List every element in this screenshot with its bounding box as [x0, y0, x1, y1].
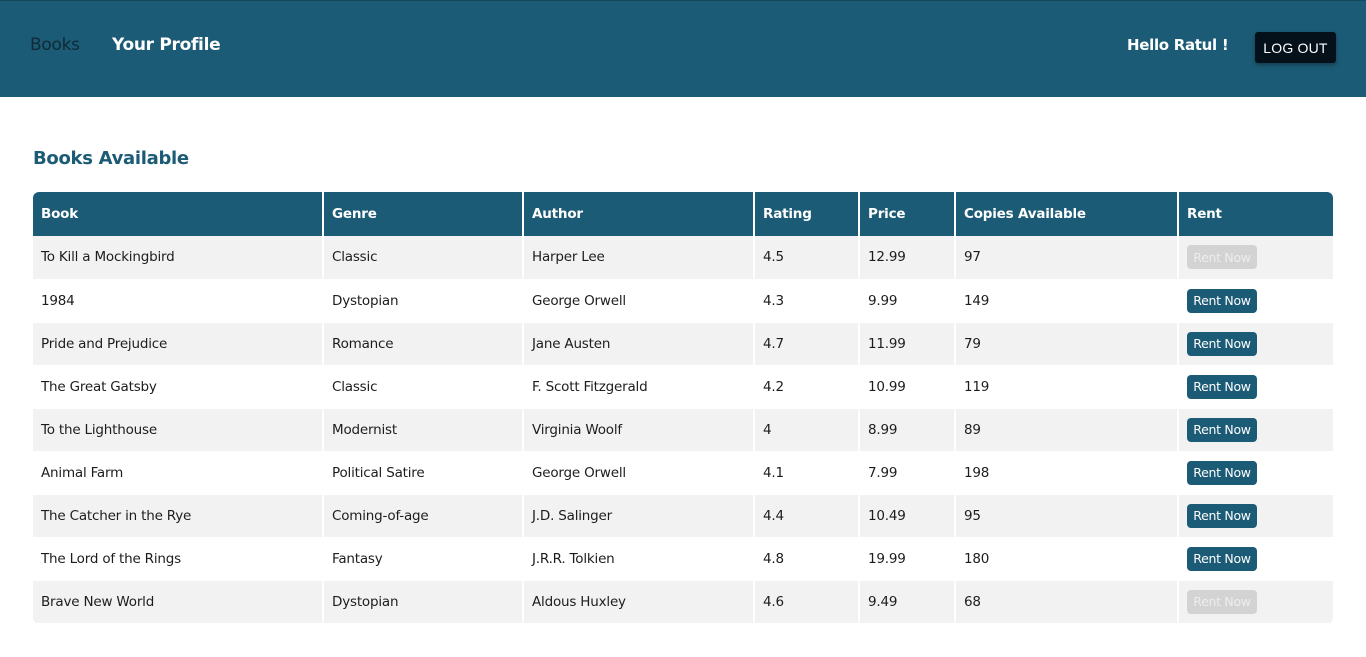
author-cell: F. Scott Fitzgerald: [523, 365, 755, 408]
rating-cell: 4.2: [754, 365, 860, 408]
rent-cell: Rent Now: [1178, 537, 1333, 580]
rent-now-button[interactable]: Rent Now: [1187, 288, 1257, 313]
rating-cell: 4.6: [754, 580, 860, 623]
copies-cell: 119: [955, 365, 1179, 408]
rent-now-button[interactable]: Rent Now: [1187, 503, 1257, 528]
nav-profile-link[interactable]: Your Profile: [112, 35, 221, 55]
column-header: Book: [33, 192, 324, 236]
rent-now-button: Rent Now: [1187, 589, 1257, 614]
table-row: The Lord of the Rings Fantasy J.R.R. Tolki…: [33, 537, 1333, 580]
rent-now-button[interactable]: Rent Now: [1187, 331, 1257, 356]
book-title-cell: 1984: [33, 279, 324, 322]
books-table: Book Genre Author Rating Price Copies Availab…: [33, 192, 1333, 624]
author-cell: Virginia Woolf: [523, 408, 755, 451]
column-header: Price: [859, 192, 956, 236]
table-row: Brave New World Dystopian Aldous Huxley 4.6…: [33, 580, 1333, 623]
price-cell: 11.99: [859, 322, 956, 365]
author-cell: George Orwell: [523, 279, 755, 322]
genre-cell: Romance: [323, 322, 524, 365]
price-cell: 7.99: [859, 451, 956, 494]
book-title-cell: The Lord of the Rings: [33, 537, 324, 580]
rent-cell: Rent Now: [1178, 279, 1333, 322]
author-cell: George Orwell: [523, 451, 755, 494]
rating-cell: 4: [754, 408, 860, 451]
author-cell: J.R.R. Tolkien: [523, 537, 755, 580]
table-body: To Kill a Mockingbird Classic Harper Lee 4.…: [33, 236, 1333, 623]
column-header: Copies Available: [955, 192, 1179, 236]
copies-cell: 149: [955, 279, 1179, 322]
rent-cell: Rent Now: [1178, 494, 1333, 537]
logout-button[interactable]: LOG OUT: [1255, 32, 1336, 63]
price-cell: 9.99: [859, 279, 956, 322]
genre-cell: Modernist: [323, 408, 524, 451]
user-greeting: Hello Ratul !: [1127, 36, 1229, 54]
author-cell: Harper Lee: [523, 236, 755, 279]
copies-cell: 97: [955, 236, 1179, 279]
book-title-cell: The Great Gatsby: [33, 365, 324, 408]
genre-cell: Classic: [323, 236, 524, 279]
rent-cell: Rent Now: [1178, 322, 1333, 365]
rent-now-button[interactable]: Rent Now: [1187, 374, 1257, 399]
book-title-cell: The Catcher in the Rye: [33, 494, 324, 537]
books-table-container: Book Genre Author Rating Price Copies Availab…: [33, 192, 1333, 624]
book-title-cell: To the Lighthouse: [33, 408, 324, 451]
rent-now-button[interactable]: Rent Now: [1187, 460, 1257, 485]
copies-cell: 79: [955, 322, 1179, 365]
table-row: The Catcher in the Rye Coming-of-age J.D. …: [33, 494, 1333, 537]
table-row: To Kill a Mockingbird Classic Harper Lee 4.…: [33, 236, 1333, 279]
table-row: Pride and Prejudice Romance Jane Austen 4.7…: [33, 322, 1333, 365]
rating-cell: 4.7: [754, 322, 860, 365]
rent-now-button[interactable]: Rent Now: [1187, 417, 1257, 442]
table-row: Animal Farm Political Satire George Orwell…: [33, 451, 1333, 494]
nav-books-link[interactable]: Books: [30, 35, 80, 55]
genre-cell: Coming-of-age: [323, 494, 524, 537]
rent-cell: Rent Now: [1178, 236, 1333, 279]
table-row: To the Lighthouse Modernist Virginia Woolf…: [33, 408, 1333, 451]
genre-cell: Dystopian: [323, 580, 524, 623]
table-header: Book Genre Author Rating Price Copies Availab…: [33, 192, 1333, 236]
column-header: Author: [523, 192, 755, 236]
price-cell: 10.99: [859, 365, 956, 408]
table-row: 1984 Dystopian George Orwell 4.3 9.99 149 Rent…: [33, 279, 1333, 322]
column-header: Genre: [323, 192, 524, 236]
top-navbar: Books Your Profile Hello Ratul ! LOG OUT: [0, 0, 1366, 97]
genre-cell: Dystopian: [323, 279, 524, 322]
rating-cell: 4.3: [754, 279, 860, 322]
rent-cell: Rent Now: [1178, 580, 1333, 623]
book-title-cell: Animal Farm: [33, 451, 324, 494]
copies-cell: 198: [955, 451, 1179, 494]
rent-now-button: Rent Now: [1187, 245, 1257, 270]
table-row: The Great Gatsby Classic F. Scott Fitzgera…: [33, 365, 1333, 408]
rating-cell: 4.8: [754, 537, 860, 580]
copies-cell: 95: [955, 494, 1179, 537]
genre-cell: Classic: [323, 365, 524, 408]
price-cell: 10.49: [859, 494, 956, 537]
rent-cell: Rent Now: [1178, 365, 1333, 408]
rating-cell: 4.5: [754, 236, 860, 279]
copies-cell: 180: [955, 537, 1179, 580]
column-header: Rent: [1178, 192, 1333, 236]
rating-cell: 4.4: [754, 494, 860, 537]
author-cell: Aldous Huxley: [523, 580, 755, 623]
copies-cell: 89: [955, 408, 1179, 451]
page-title: Books Available: [33, 148, 189, 169]
rent-cell: Rent Now: [1178, 451, 1333, 494]
rating-cell: 4.1: [754, 451, 860, 494]
rent-now-button[interactable]: Rent Now: [1187, 546, 1257, 571]
genre-cell: Political Satire: [323, 451, 524, 494]
author-cell: Jane Austen: [523, 322, 755, 365]
genre-cell: Fantasy: [323, 537, 524, 580]
book-title-cell: Brave New World: [33, 580, 324, 623]
copies-cell: 68: [955, 580, 1179, 623]
price-cell: 12.99: [859, 236, 956, 279]
rent-cell: Rent Now: [1178, 408, 1333, 451]
column-header: Rating: [754, 192, 860, 236]
price-cell: 8.99: [859, 408, 956, 451]
author-cell: J.D. Salinger: [523, 494, 755, 537]
price-cell: 19.99: [859, 537, 956, 580]
book-title-cell: To Kill a Mockingbird: [33, 236, 324, 279]
price-cell: 9.49: [859, 580, 956, 623]
table-header-row: Book Genre Author Rating Price Copies Availab…: [33, 192, 1333, 236]
book-title-cell: Pride and Prejudice: [33, 322, 324, 365]
